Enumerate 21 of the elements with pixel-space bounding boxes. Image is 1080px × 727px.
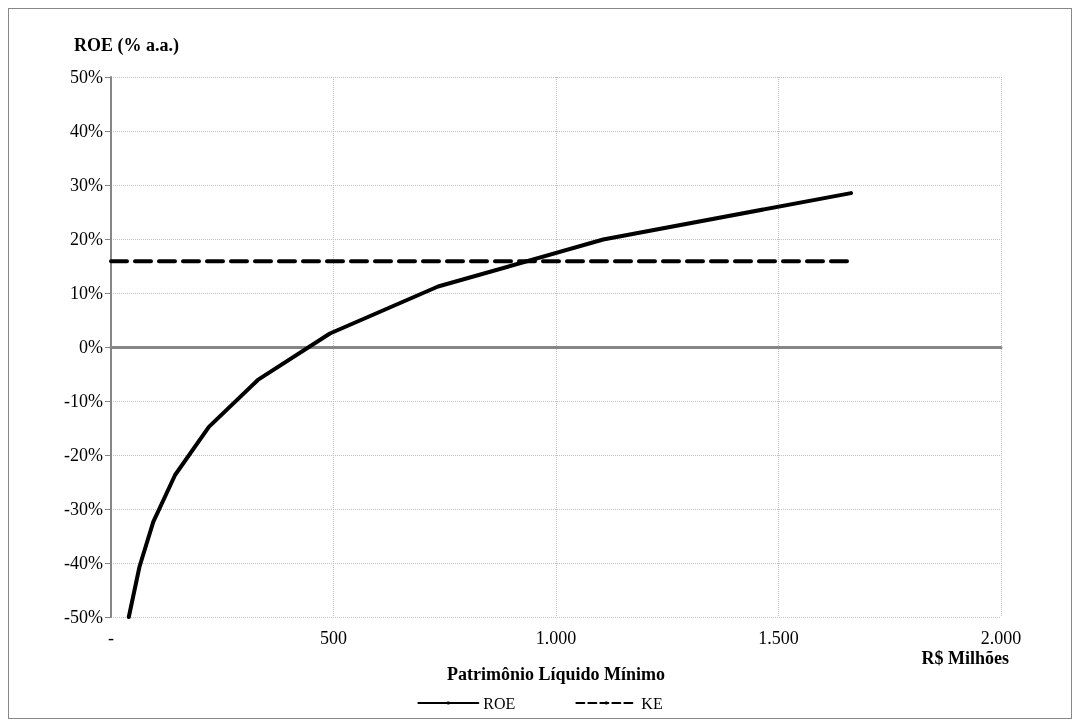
x-axis-title: Patrimônio Líquido Mínimo (446, 664, 666, 684)
x-tick-label: - (108, 628, 114, 648)
y-tick-label: 20% (70, 229, 103, 249)
y-tick-label: -30% (64, 499, 103, 519)
y-tick-label: 30% (70, 175, 103, 195)
y-axis-title: ROE (% a.a.) (74, 35, 179, 56)
legend-label: KE (641, 694, 663, 712)
y-tick-label: 0% (79, 337, 103, 357)
legend-label: ROE (483, 694, 516, 712)
y-tick-label: -50% (64, 607, 103, 627)
y-tick-label: -10% (64, 391, 103, 411)
y-tick-label: -40% (64, 553, 103, 573)
text: R$ Milhões (921, 648, 1009, 668)
y-tick-label: 50% (70, 67, 103, 87)
x-tick-label: 2.000 (980, 628, 1022, 648)
y-tick-label: -20% (64, 445, 103, 465)
x-tick-label: 1.500 (758, 628, 799, 648)
y-tick-label: 40% (70, 121, 103, 141)
y-tick-label: 10% (70, 283, 103, 303)
x-tick-label: 500 (320, 628, 347, 648)
x-tick-label: 1.000 (535, 628, 577, 648)
